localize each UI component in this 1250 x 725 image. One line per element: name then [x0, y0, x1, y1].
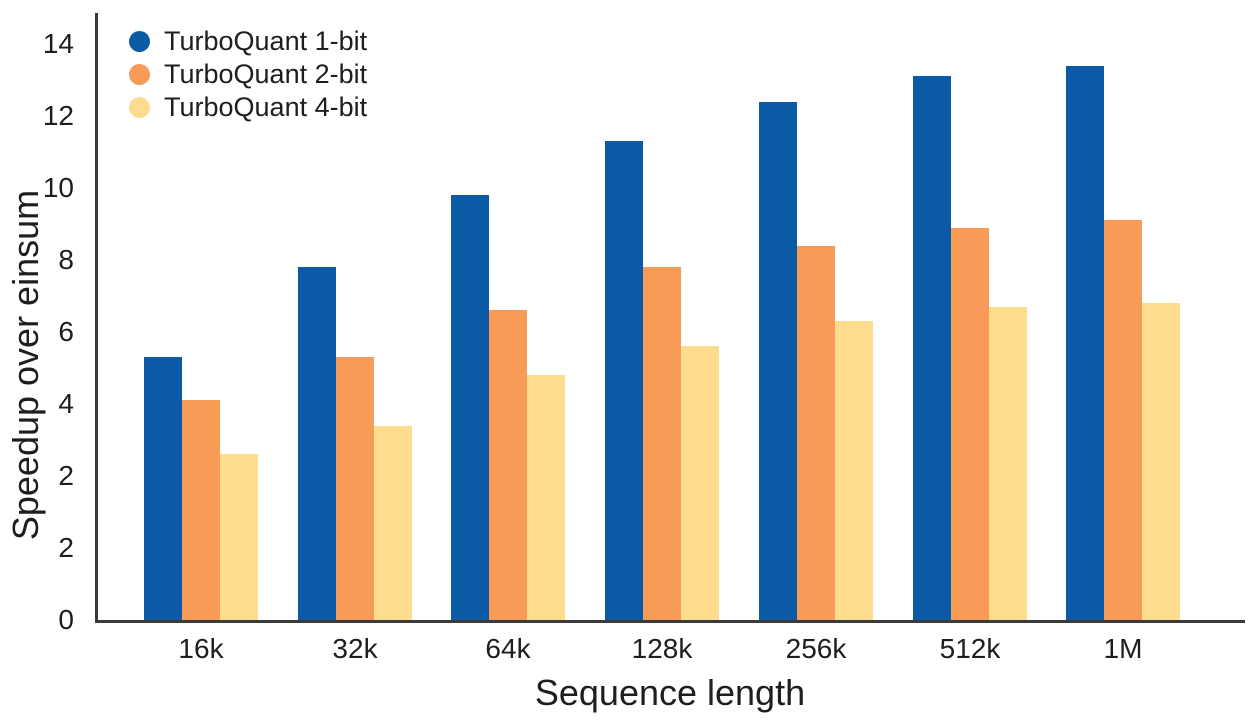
- legend-label: TurboQuant 4-bit: [164, 92, 368, 122]
- bar-turboquant-2-bit-1M: [1104, 220, 1142, 620]
- legend-item: TurboQuant 4-bit: [129, 91, 367, 124]
- bar-turboquant-1-bit-256k: [759, 102, 797, 620]
- legend-swatch-icon: [129, 64, 150, 85]
- y-tick-label: 2: [58, 460, 74, 491]
- legend-item: TurboQuant 1-bit: [129, 25, 367, 58]
- bar-turboquant-2-bit-64k: [489, 310, 527, 620]
- y-tick-label: 2: [58, 532, 74, 563]
- bar-turboquant-2-bit-256k: [797, 246, 835, 620]
- x-axis-tick-labels: 16k 32k 64k 128k 256k 512k 1M: [98, 632, 1245, 668]
- bar-turboquant-1-bit-16k: [144, 357, 182, 620]
- x-axis-title: Sequence length: [534, 672, 806, 713]
- legend-label: TurboQuant 1-bit: [164, 26, 368, 56]
- bar-turboquant-4-bit-16k: [220, 454, 258, 620]
- x-tick-label-64k: 64k: [485, 633, 531, 664]
- legend: TurboQuant 1-bit TurboQuant 2-bit TurboQua…: [129, 25, 367, 124]
- bar-turboquant-2-bit-16k: [182, 400, 220, 620]
- legend-label: TurboQuant 2-bit: [164, 59, 368, 89]
- y-tick-label: 10: [42, 172, 74, 203]
- bar-turboquant-1-bit-128k: [605, 141, 643, 620]
- bar-turboquant-4-bit-64k: [527, 375, 565, 620]
- y-tick-label: 12: [42, 100, 74, 131]
- x-tick-label-128k: 128k: [631, 633, 693, 664]
- x-tick-label-512k: 512k: [939, 633, 1001, 664]
- bar-turboquant-1-bit-64k: [451, 195, 489, 620]
- x-tick-label-256k: 256k: [785, 633, 847, 664]
- bar-turboquant-4-bit-1M: [1142, 303, 1180, 620]
- bar-turboquant-2-bit-128k: [643, 267, 681, 620]
- y-axis-tick-labels: 0 2 2 4 6 8 10 12 14: [0, 13, 78, 653]
- bar-turboquant-4-bit-256k: [835, 321, 873, 620]
- x-tick-label-32k: 32k: [332, 633, 378, 664]
- x-tick-label-16k: 16k: [178, 633, 224, 664]
- plot-area: [95, 13, 1245, 623]
- legend-swatch-icon: [129, 97, 150, 118]
- bar-turboquant-4-bit-512k: [989, 307, 1027, 620]
- bar-turboquant-1-bit-512k: [913, 76, 951, 620]
- bar-turboquant-1-bit-32k: [298, 267, 336, 620]
- bar-turboquant-2-bit-32k: [336, 357, 374, 620]
- y-tick-label: 0: [58, 604, 74, 635]
- bar-turboquant-4-bit-32k: [374, 426, 412, 620]
- y-tick-label: 6: [58, 316, 74, 347]
- bar-turboquant-1-bit-1M: [1066, 66, 1104, 620]
- legend-item: TurboQuant 2-bit: [129, 58, 367, 91]
- bar-turboquant-2-bit-512k: [951, 228, 989, 620]
- bar-turboquant-4-bit-128k: [681, 346, 719, 620]
- y-tick-label: 4: [58, 388, 74, 419]
- y-tick-label: 14: [42, 28, 74, 59]
- legend-swatch-icon: [129, 31, 150, 52]
- y-tick-label: 8: [58, 244, 74, 275]
- x-tick-label-1M: 1M: [1103, 633, 1143, 664]
